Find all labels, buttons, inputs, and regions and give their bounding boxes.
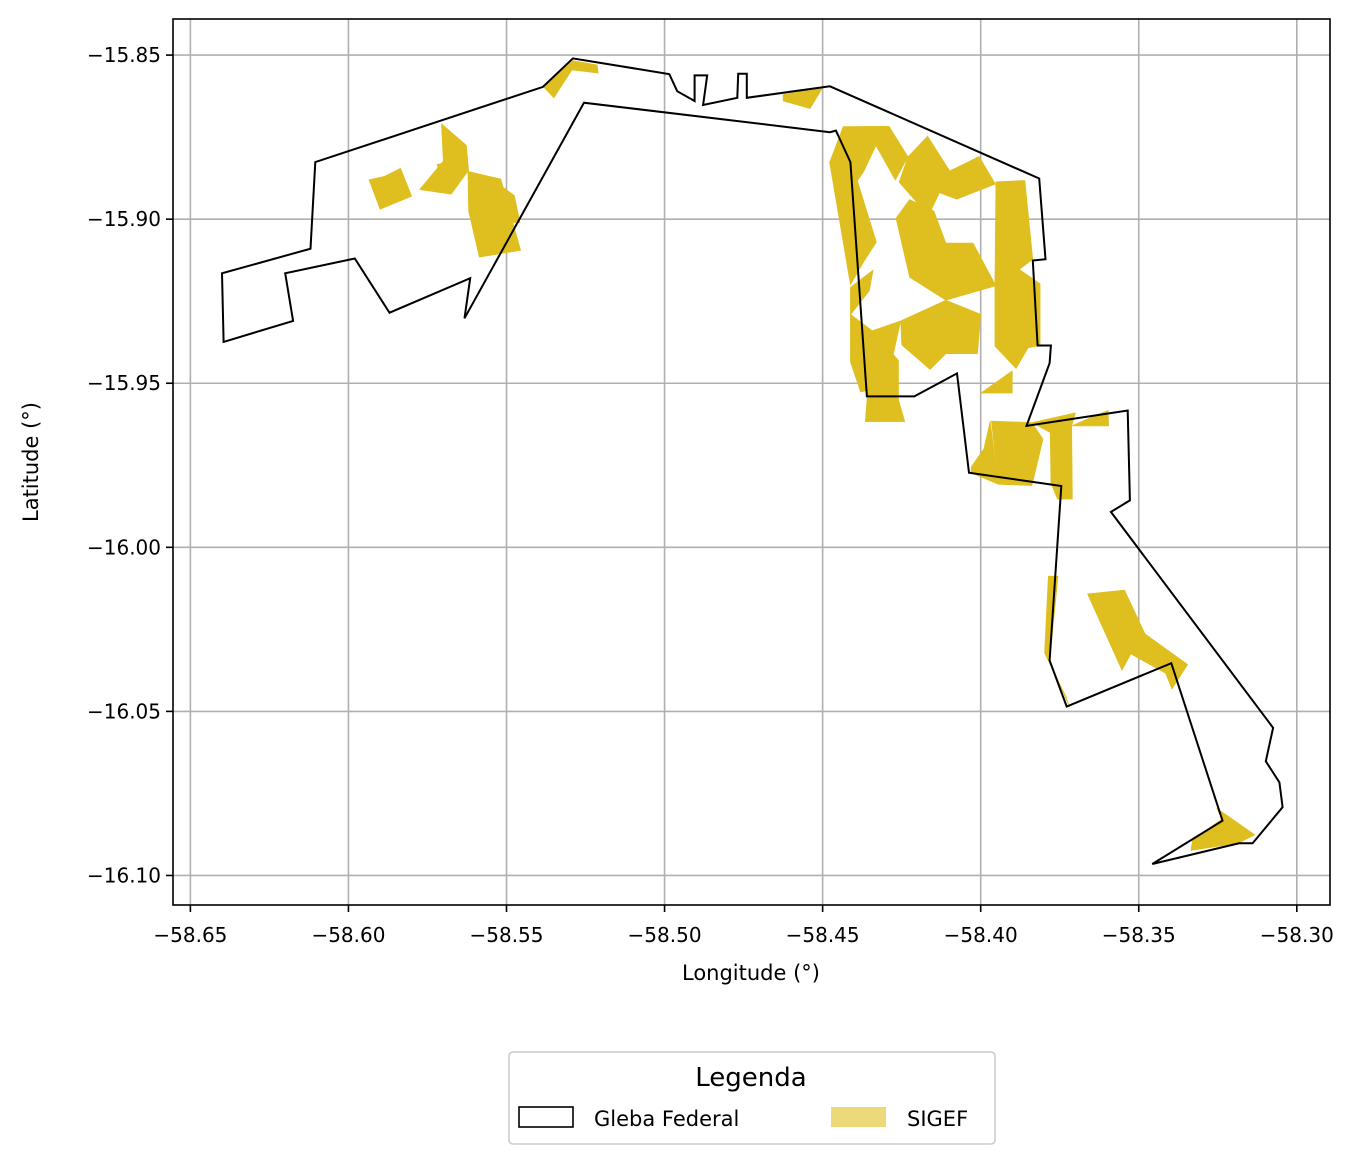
x-tick-label: −58.45	[786, 923, 860, 947]
gleba-federal-layer	[220, 57, 1284, 865]
y-tick-label: −16.00	[87, 535, 161, 559]
x-tick-label: −58.40	[944, 923, 1018, 947]
x-axis-ticks: −58.65 −58.60 −58.55 −58.50 −58.45 −58.40 −58.…	[153, 905, 1334, 947]
x-tick-label: −58.30	[1260, 923, 1334, 947]
sigef-parcel	[994, 180, 1034, 280]
x-tick-label: −58.35	[1102, 923, 1176, 947]
sigef-parcel	[873, 126, 909, 181]
sigef-parcel	[1130, 633, 1188, 690]
sigef-parcel	[498, 186, 521, 224]
sigef-parcel	[994, 269, 1041, 369]
x-tick-label: −58.55	[469, 923, 543, 947]
y-axis-label: Latitude (°)	[19, 402, 43, 522]
sigef-parcel	[829, 126, 890, 286]
legend-gleba-swatch	[518, 1106, 574, 1128]
y-axis-ticks: −15.85 −15.90 −15.95 −16.00 −16.05 −16.10	[87, 43, 173, 887]
sigef-parcel	[542, 60, 599, 99]
sigef-parcel	[864, 330, 906, 422]
sigef-parcel	[368, 168, 413, 210]
legend-title: Legenda	[695, 1063, 806, 1093]
axes-frame	[172, 18, 1331, 906]
sigef-parcel	[900, 299, 982, 370]
sigef-parcel	[850, 269, 874, 316]
legend: Legenda Gleba Federal SIGEF	[508, 1051, 996, 1145]
sigef-parcel	[939, 156, 996, 200]
y-tick-label: −15.90	[87, 207, 161, 231]
sigef-layer	[368, 60, 1256, 851]
y-tick-label: −15.85	[87, 43, 161, 67]
legend-gleba-label: Gleba Federal	[594, 1107, 739, 1131]
sigef-parcel	[898, 135, 951, 217]
x-tick-label: −58.65	[153, 923, 227, 947]
y-tick-label: −15.95	[87, 371, 161, 395]
sigef-parcel	[980, 370, 1013, 394]
x-axis-label: Longitude (°)	[682, 961, 820, 985]
gleba-federal-boundary	[220, 57, 1284, 865]
x-tick-label: −58.50	[628, 923, 702, 947]
x-tick-label: −58.60	[311, 923, 385, 947]
sigef-parcel	[419, 123, 469, 195]
legend-sigef-swatch	[831, 1107, 886, 1127]
legend-sigef-label: SIGEF	[907, 1107, 968, 1131]
y-tick-label: −16.05	[87, 699, 161, 723]
sigef-parcel	[1031, 412, 1076, 500]
y-tick-label: −16.10	[87, 863, 161, 887]
